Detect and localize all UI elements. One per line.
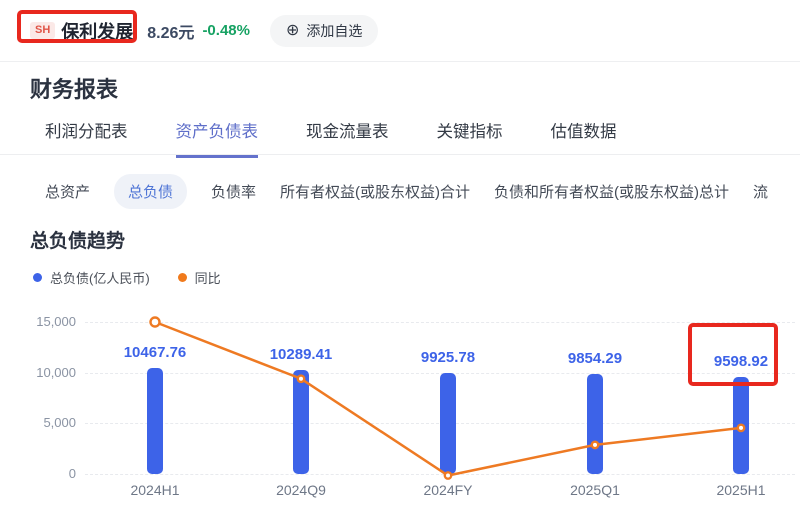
chart-section-title: 总负债趋势: [30, 231, 126, 252]
legend-item-total-liabilities[interactable]: 总负债(亿人民币): [33, 268, 150, 287]
tab-balance-sheet[interactable]: 资产负债表: [175, 118, 258, 158]
legend-dot-orange: [177, 273, 187, 282]
x-axis-category-label: 2025Q1: [570, 482, 620, 498]
chart-gridline: [85, 322, 795, 323]
report-tabs: 利润分配表 资产负债表 现金流量表 关键指标 估值数据: [45, 118, 617, 158]
y-axis-tick-label: 15,000: [36, 314, 76, 329]
chart-bar-value-label: 9925.78: [420, 349, 476, 367]
chart-bar[interactable]: [587, 374, 603, 474]
tabs-divider: [0, 154, 800, 155]
stock-name: 保利发展: [61, 21, 134, 42]
yoy-line-marker[interactable]: [736, 423, 746, 433]
legend-label: 总负债(亿人民币): [50, 271, 150, 286]
x-axis-category-label: 2025H1: [716, 482, 766, 498]
legend-dot-blue: [33, 273, 42, 282]
chart-bar-value-label: 9598.92: [713, 352, 769, 370]
page-title: 财务报表: [30, 77, 119, 102]
tab-key-indicators[interactable]: 关键指标: [436, 123, 503, 141]
chart-bar-value-label: 9854.29: [567, 350, 623, 368]
add-watchlist-label: 添加自选: [306, 22, 363, 39]
exchange-badge: SH: [30, 22, 56, 39]
yoy-line-marker[interactable]: [590, 440, 600, 450]
subtab-owners-equity-total[interactable]: 所有者权益(或股东权益)合计: [280, 183, 471, 201]
tab-valuation-data[interactable]: 估值数据: [550, 123, 617, 141]
subtab-debt-ratio[interactable]: 负债率: [211, 183, 257, 201]
chart-gridline: [85, 372, 795, 374]
stock-change-percent: -0.48%: [202, 22, 250, 39]
chart-bar[interactable]: [147, 367, 163, 474]
stock-header-bar: SH 保利发展 8.26元 -0.48% ⊕ 添加自选: [0, 0, 800, 62]
x-axis-category-label: 2024H1: [130, 482, 180, 498]
chart-bar-value-label: 10289.41: [269, 345, 333, 363]
subtab-total-assets[interactable]: 总资产: [45, 183, 91, 201]
x-axis-category-label: 2024Q9: [276, 482, 326, 498]
x-axis-category-label: 2024FY: [423, 482, 473, 498]
tab-profit-distribution[interactable]: 利润分配表: [45, 123, 128, 141]
yoy-trend-line: [154, 320, 742, 477]
chart-bar[interactable]: [293, 369, 309, 474]
yoy-line-marker[interactable]: [443, 471, 453, 480]
chart-bar[interactable]: [440, 373, 456, 474]
chart-legend: 总负债(亿人民币) 同比: [33, 268, 221, 287]
yoy-line-marker[interactable]: [296, 374, 306, 384]
y-axis-tick-label: 0: [68, 466, 76, 481]
y-axis-tick-label: 5,000: [43, 415, 76, 431]
yoy-trend-line-layer: [149, 316, 746, 480]
total-liabilities-trend-chart: 0 5,000 10,000 15,000 10467.76 2024H1 10289.41…: [0, 300, 800, 528]
y-axis-tick-label: 10,000: [36, 364, 76, 380]
chart-bar-value-label: 10467.76: [123, 343, 187, 361]
subtab-current-truncated[interactable]: 流: [753, 183, 769, 201]
add-watchlist-button[interactable]: ⊕ 添加自选: [269, 14, 379, 47]
chart-gridline: [85, 474, 795, 475]
subtab-liabilities-and-equity-total[interactable]: 负债和所有者权益(或股东权益)总计: [494, 183, 730, 201]
yoy-line-marker[interactable]: [149, 316, 161, 328]
metric-subtabs: 总资产 总负债 负债率 所有者权益(或股东权益)合计 负债和所有者权益(或股东权…: [45, 172, 800, 210]
stock-price: 8.26元: [147, 24, 195, 42]
legend-item-yoy[interactable]: 同比: [177, 268, 221, 287]
circle-plus-icon: ⊕: [285, 21, 300, 39]
legend-label: 同比: [194, 271, 221, 286]
tab-cash-flow[interactable]: 现金流量表: [306, 123, 389, 141]
subtab-total-liabilities[interactable]: 总负债: [114, 173, 188, 209]
